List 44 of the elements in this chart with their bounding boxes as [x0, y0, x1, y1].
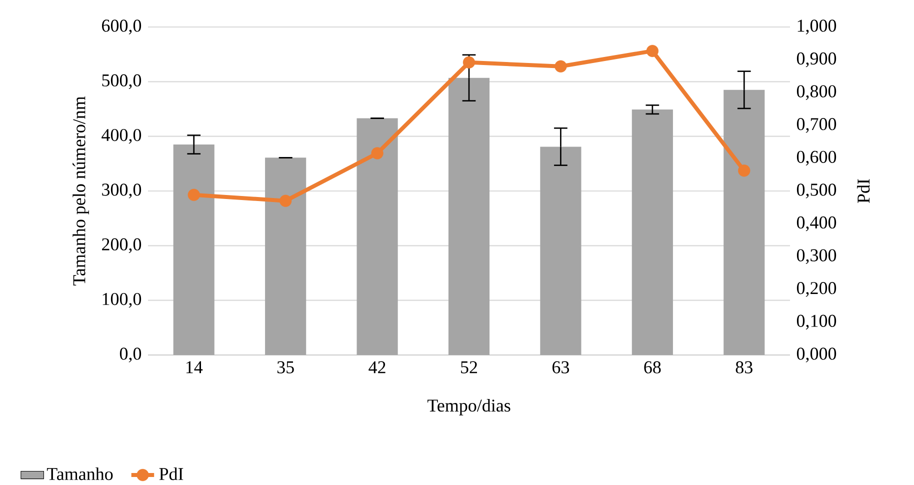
x-tick-label: 63 — [552, 361, 570, 374]
y2-tick-label: 0,800 — [796, 85, 836, 100]
y2-tick-label: 0,600 — [796, 150, 836, 166]
y-tick-label: 100,0 — [102, 292, 142, 308]
bar — [356, 118, 398, 355]
bar — [540, 146, 582, 355]
bar — [448, 78, 490, 355]
bar — [632, 110, 673, 355]
point — [646, 44, 658, 58]
x-tick-label: 42 — [368, 361, 386, 374]
y-tick-label: 200,0 — [102, 238, 142, 254]
y-tick-label: 400,0 — [102, 128, 142, 144]
y-axis-title: Tamanho pelo número/nm — [72, 96, 89, 286]
y2-tick-label: 0,400 — [796, 216, 836, 232]
legend-label: Tamanho — [46, 467, 113, 480]
point — [279, 194, 292, 207]
y2-tick-label: 0,300 — [796, 249, 836, 264]
point — [738, 164, 750, 177]
bar — [265, 158, 306, 355]
point — [462, 56, 476, 68]
x-tick-label: 35 — [277, 361, 294, 374]
y2-tick-label: 0,500 — [796, 184, 836, 198]
y2-tick-label: 0,000 — [796, 348, 836, 362]
x-tick-label: 52 — [461, 361, 478, 374]
legend-label: PdI — [159, 467, 184, 480]
x-tick-label: 83 — [736, 361, 752, 374]
y2-tick-label: 0,100 — [796, 314, 836, 330]
bar — [724, 90, 765, 355]
y2-tick-label: 0,900 — [796, 52, 836, 68]
y-tick-label: 500,0 — [102, 74, 142, 90]
y2-tick-label: 1,000 — [798, 20, 836, 34]
x-axis-title: Tempo/dias — [427, 399, 510, 416]
y-tick-label: 300,0 — [102, 184, 142, 198]
point — [554, 60, 567, 72]
y-tick-label: 0,0 — [120, 348, 142, 362]
x-tick-label: 68 — [644, 361, 661, 374]
y2-tick-label: 0,200 — [796, 282, 836, 297]
y2-tick-label: 0,700 — [796, 118, 836, 133]
y2-axis-title: PdI — [857, 179, 870, 203]
y-tick-label: 600,0 — [102, 20, 142, 34]
point — [188, 188, 200, 202]
x-tick-label: 14 — [186, 361, 203, 374]
bar — [173, 144, 214, 355]
point — [371, 147, 384, 160]
